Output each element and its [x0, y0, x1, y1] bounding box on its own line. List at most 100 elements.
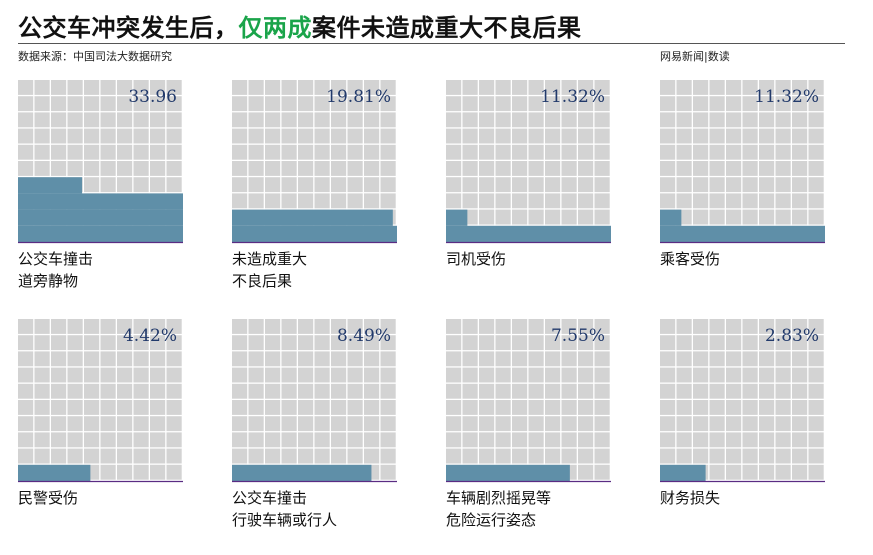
waffle-cell-empty: [133, 144, 149, 160]
category-label: 乘客受伤: [660, 248, 720, 270]
waffle-cell-empty: [265, 416, 281, 432]
waffle-cell-empty: [792, 367, 808, 383]
waffle-cell-empty: [462, 448, 478, 464]
waffle-cell-empty: [726, 400, 742, 415]
waffle-cell-empty: [528, 209, 544, 225]
waffle-cell-empty: [479, 161, 495, 176]
waffle-cell-filled: [528, 225, 545, 242]
waffle-cell-empty: [660, 161, 676, 176]
waffle-cell-empty: [166, 464, 182, 480]
waffle-cell-filled: [446, 209, 463, 226]
waffle-cell-empty: [462, 367, 478, 383]
waffle-cell-empty: [759, 193, 775, 209]
waffle-cell-empty: [166, 432, 182, 448]
waffle-cell-empty: [742, 383, 758, 399]
waffle-cell-empty: [67, 112, 83, 128]
waffle-cell-empty: [676, 144, 692, 160]
waffle-cell-empty: [150, 351, 166, 367]
waffle-cell-empty: [100, 128, 116, 144]
category-label: 司机受伤: [446, 248, 506, 270]
waffle-cell-empty: [495, 193, 511, 209]
waffle-cell-empty: [808, 383, 824, 399]
waffle-cell-empty: [380, 448, 396, 464]
waffle-cell-empty: [792, 416, 808, 432]
waffle-cell-empty: [775, 128, 791, 144]
waffle-cell-filled: [150, 225, 167, 242]
waffle-cell-empty: [117, 432, 133, 448]
waffle-cell-empty: [775, 432, 791, 448]
waffle-cell-filled: [166, 193, 183, 210]
waffle-cell-empty: [133, 161, 149, 176]
waffle-cell-empty: [726, 209, 742, 225]
waffle-grid: 7.55%: [446, 319, 611, 483]
value-label: 11.32%: [754, 87, 819, 107]
waffle-cell-empty: [660, 448, 676, 464]
waffle-cell-empty: [495, 128, 511, 144]
waffle-cell-empty: [100, 112, 116, 128]
waffle-cell-filled: [676, 209, 682, 226]
waffle-cell-empty: [693, 177, 709, 193]
waffle-cell-empty: [808, 400, 824, 415]
waffle-cell-empty: [84, 448, 100, 464]
waffle-cell-empty: [726, 96, 742, 112]
waffle-cell-empty: [67, 400, 83, 415]
waffle-cell-empty: [545, 80, 561, 95]
waffle-cell-empty: [364, 161, 380, 176]
waffle-cell-empty: [676, 128, 692, 144]
waffle-cell-filled: [462, 225, 479, 242]
waffle-cell-empty: [545, 161, 561, 176]
waffle-cell-empty: [792, 432, 808, 448]
waffle-cell-empty: [298, 383, 314, 399]
waffle-cell-empty: [364, 367, 380, 383]
waffle-cell-empty: [314, 144, 330, 160]
waffle-cell-empty: [709, 383, 725, 399]
waffle-cell-empty: [775, 464, 791, 480]
waffle-cell-empty: [528, 193, 544, 209]
waffle-cell-empty: [314, 367, 330, 383]
waffle-cell-empty: [495, 112, 511, 128]
waffle-cell-filled: [693, 225, 710, 242]
waffle-cell-empty: [759, 383, 775, 399]
waffle-cell-empty: [693, 80, 709, 95]
waffle-cell-empty: [314, 112, 330, 128]
value-label: 8.49%: [337, 326, 391, 346]
waffle-cell-filled: [166, 225, 183, 242]
waffle-cell-empty: [100, 432, 116, 448]
waffle-cell-empty: [67, 144, 83, 160]
waffle-cell-empty: [347, 351, 363, 367]
waffle-grid: 4.42%: [18, 319, 183, 483]
waffle-cell-empty: [561, 161, 577, 176]
waffle-cell-empty: [660, 319, 676, 334]
waffle-cell-empty: [479, 416, 495, 432]
waffle-cell-empty: [578, 400, 594, 415]
waffle-cell-empty: [265, 80, 281, 95]
waffle-cell-filled: [347, 464, 364, 481]
waffle-cell-empty: [34, 335, 50, 351]
waffle-cell-empty: [693, 209, 709, 225]
waffle-cell-empty: [51, 416, 67, 432]
waffle-cell-empty: [759, 112, 775, 128]
waffle-cell-empty: [578, 383, 594, 399]
waffle-cell-empty: [808, 177, 824, 193]
waffle-cell-empty: [726, 128, 742, 144]
waffle-cell-empty: [133, 367, 149, 383]
waffle-cell-filled: [364, 209, 381, 226]
waffle-cell-empty: [314, 161, 330, 176]
waffle-cell-empty: [34, 400, 50, 415]
waffle-cell-empty: [742, 335, 758, 351]
waffle-cell-empty: [51, 128, 67, 144]
waffle-cell-empty: [100, 96, 116, 112]
waffle-cell-empty: [462, 177, 478, 193]
waffle-cell-empty: [660, 400, 676, 415]
waffle-cell-empty: [51, 383, 67, 399]
waffle-cell-empty: [578, 209, 594, 225]
waffle-cell-empty: [479, 128, 495, 144]
waffle-cell-empty: [364, 177, 380, 193]
waffle-cell-empty: [331, 112, 347, 128]
waffle-cell-empty: [347, 383, 363, 399]
waffle-cell-empty: [298, 416, 314, 432]
waffle-cell-empty: [18, 383, 34, 399]
waffle-cell-empty: [18, 448, 34, 464]
waffle-cell-empty: [446, 144, 462, 160]
waffle-cell-empty: [775, 400, 791, 415]
